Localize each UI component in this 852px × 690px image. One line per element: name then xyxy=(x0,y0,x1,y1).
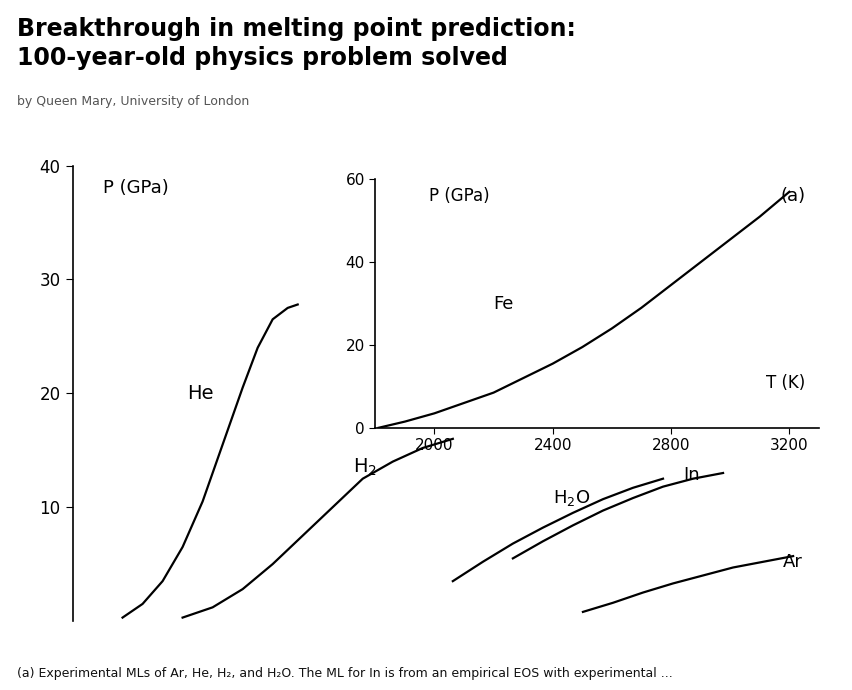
Text: Breakthrough in melting point prediction:
100-year-old physics problem solved: Breakthrough in melting point prediction… xyxy=(17,17,575,70)
Text: Ar: Ar xyxy=(782,553,802,571)
Text: Fe: Fe xyxy=(493,295,514,313)
Text: (a): (a) xyxy=(780,187,804,205)
Text: P (GPa): P (GPa) xyxy=(428,187,488,205)
Text: T (K): T (K) xyxy=(765,374,804,392)
Text: H$_2$O: H$_2$O xyxy=(552,488,590,508)
Text: He: He xyxy=(187,384,214,403)
Text: (a) Experimental MLs of Ar, He, H₂, and H₂O. The ML for In is from an empirical : (a) Experimental MLs of Ar, He, H₂, and … xyxy=(17,667,672,680)
Text: P (GPa): P (GPa) xyxy=(102,179,168,197)
Text: In: In xyxy=(682,466,699,484)
Text: H$_2$: H$_2$ xyxy=(353,457,377,478)
Text: by Queen Mary, University of London: by Queen Mary, University of London xyxy=(17,95,249,108)
